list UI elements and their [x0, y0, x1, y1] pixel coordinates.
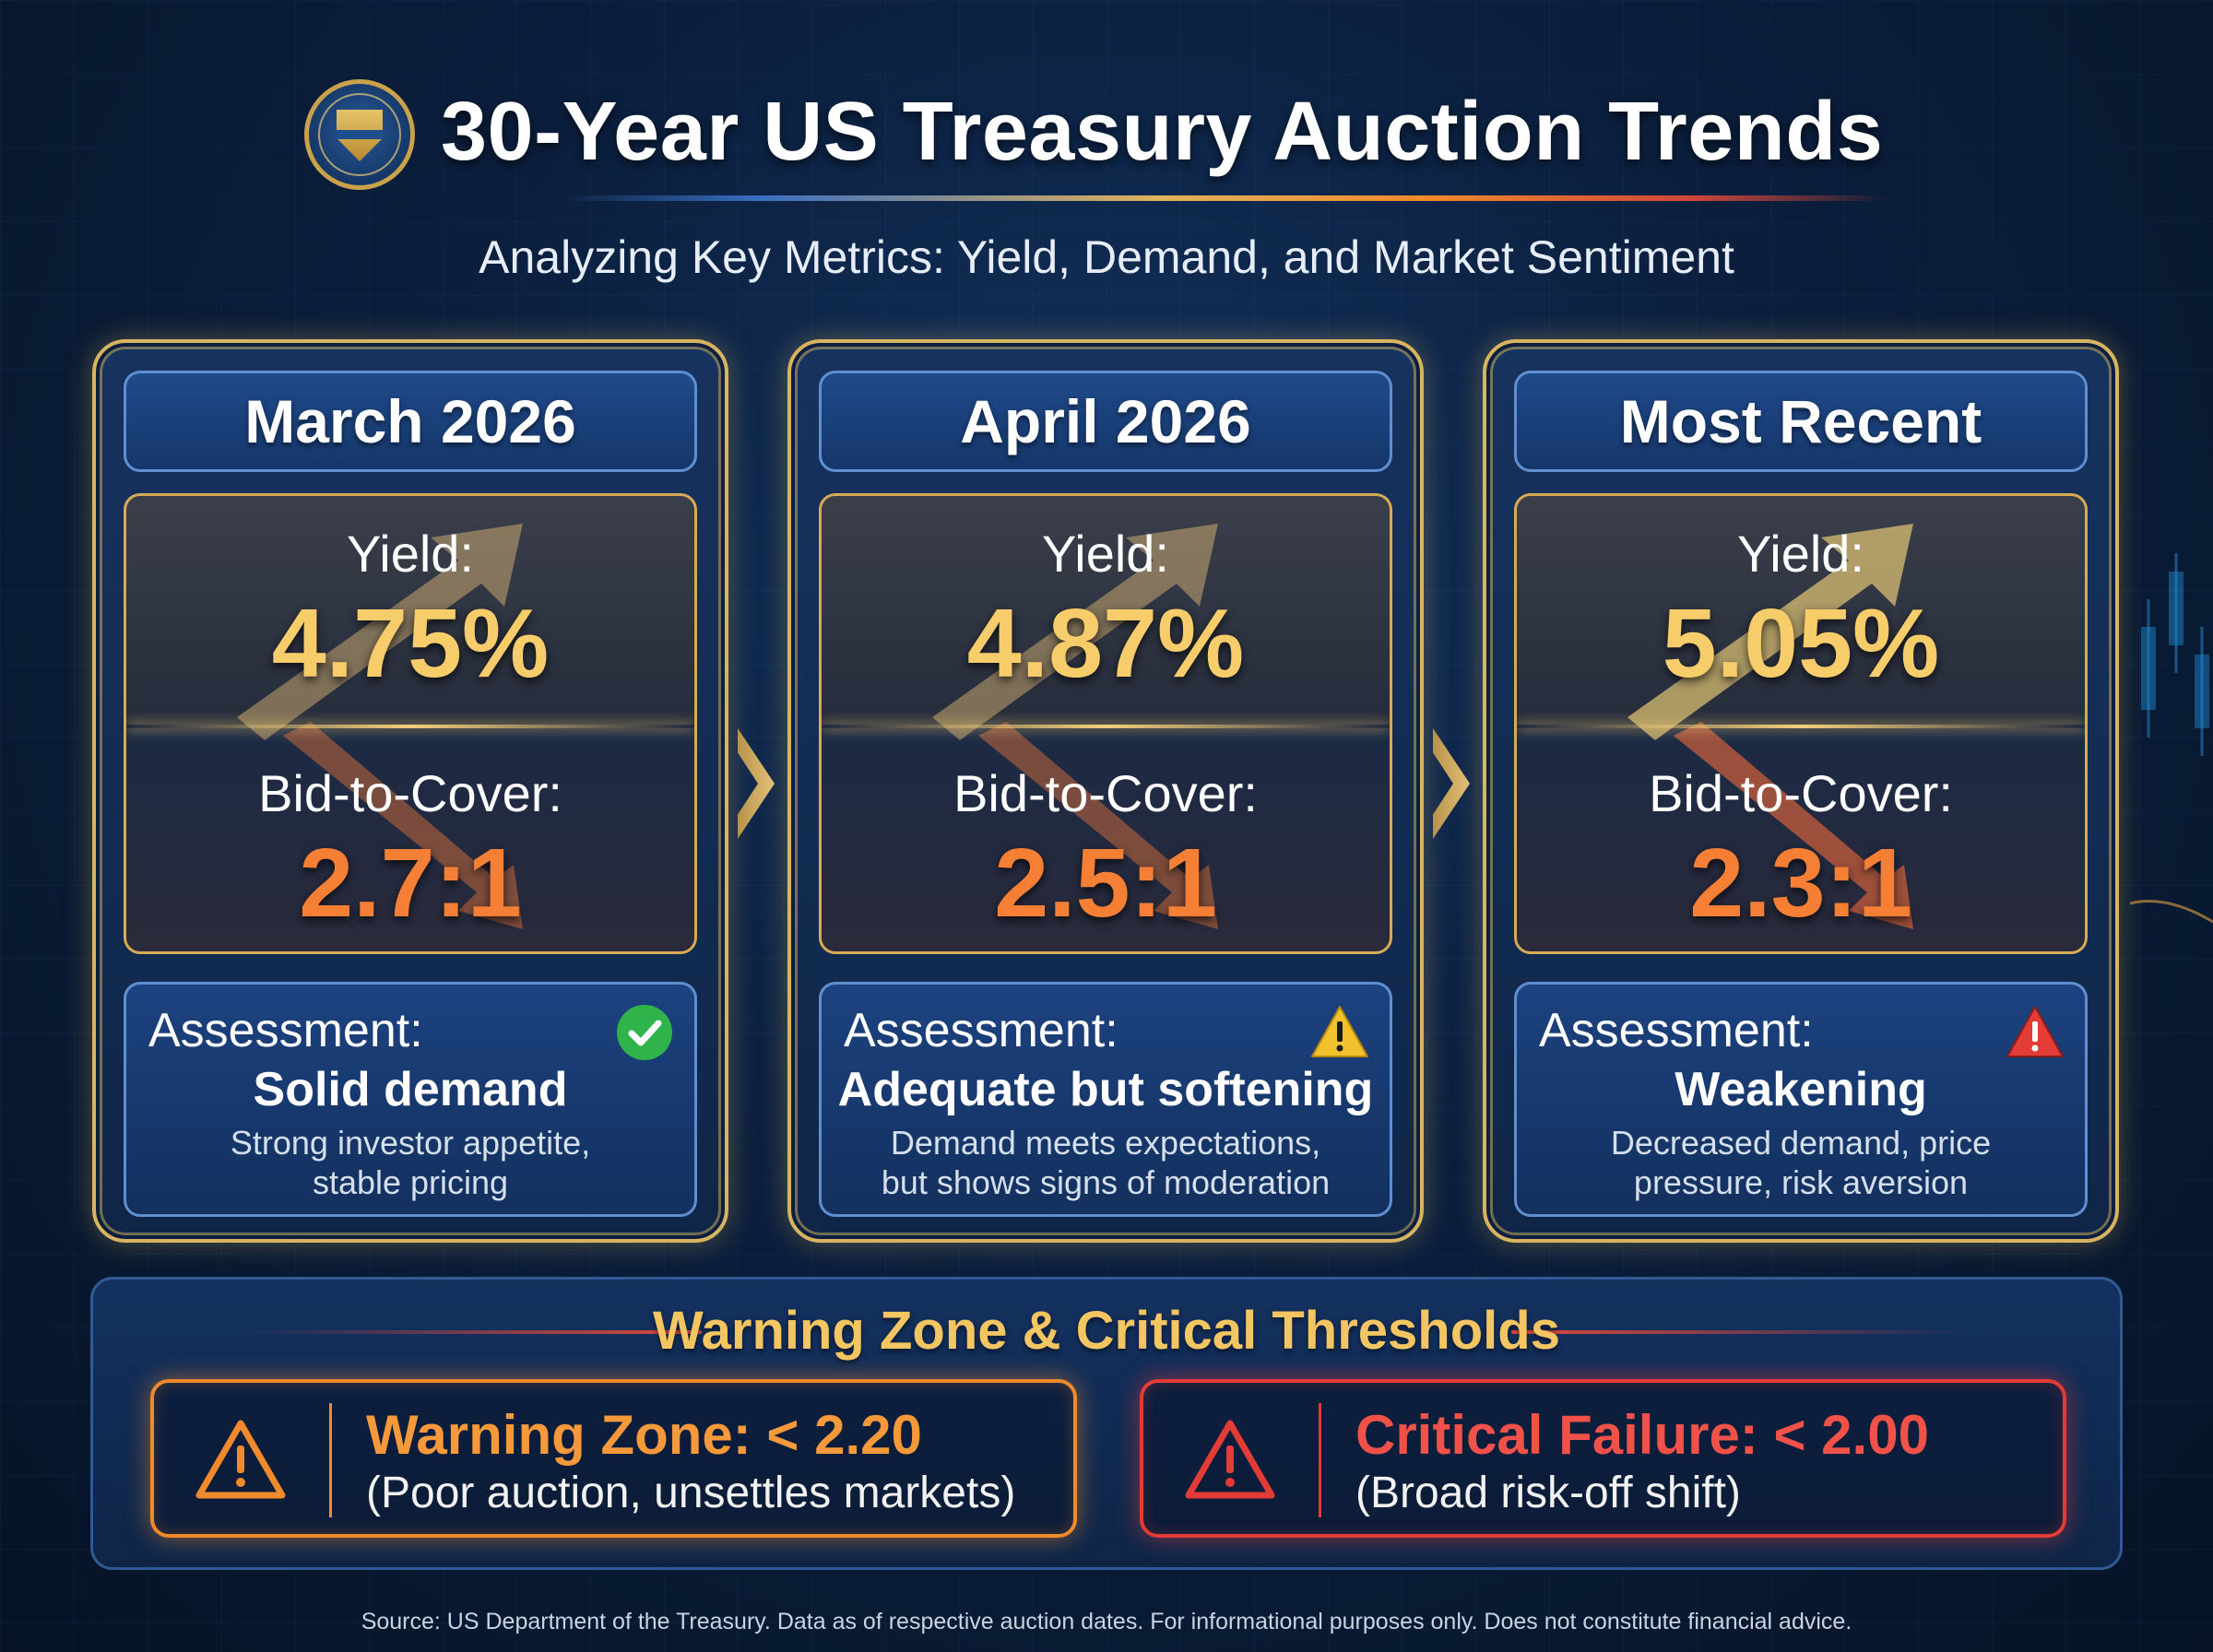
yield-value: 5.05%	[1662, 589, 1940, 698]
assessment-panel: Assessment: Weakening Decreased demand, …	[1514, 982, 2088, 1217]
yield-label: Yield:	[1736, 525, 1864, 583]
critical-failure-box: Critical Failure: < 2.00 (Broad risk-off…	[1140, 1379, 2066, 1538]
page-title: 30-Year US Treasury Auction Trends	[441, 86, 1884, 178]
warning-zone-box: Warning Zone: < 2.20 (Poor auction, unse…	[150, 1379, 1077, 1538]
check-circle-icon	[617, 1005, 672, 1060]
candlestick-decoration	[2130, 553, 2213, 924]
assessment-description: Demand meets expectations, but shows sign…	[881, 1124, 1331, 1201]
critical-failure-description: (Broad risk-off shift)	[1355, 1469, 1741, 1517]
card-period-title: Most Recent	[1514, 371, 2088, 472]
header: 30-Year US Treasury Auction Trends	[0, 74, 2213, 203]
warning-triangle-icon	[1311, 1006, 1368, 1057]
trend-arrows-icon	[932, 524, 1218, 929]
yield-value: 4.75%	[271, 589, 550, 698]
thresholds-panel: Warning Zone & Critical Thresholds Warni…	[90, 1277, 2123, 1570]
warning-zone-description: (Poor auction, unsettles markets)	[366, 1469, 1016, 1517]
assessment-verdict: Solid demand	[253, 1063, 568, 1116]
yield-label: Yield:	[1041, 525, 1169, 583]
title-underline	[562, 195, 1890, 201]
bid-to-cover-label: Bid-to-Cover:	[953, 764, 1258, 822]
alert-triangle-icon	[1185, 1420, 1275, 1499]
assessment-verdict: Weakening	[1675, 1063, 1927, 1116]
yield-label: Yield:	[346, 525, 474, 583]
bid-to-cover-value: 2.7:1	[299, 829, 522, 938]
assessment-label: Assessment:	[844, 1004, 1118, 1057]
auction-card-march-2026: March 2026 Yield: 4.75% Bid-to-Cover: 2.…	[92, 339, 728, 1243]
bid-to-cover-label: Bid-to-Cover:	[258, 764, 562, 822]
yield-value: 4.87%	[966, 589, 1245, 698]
alert-triangle-icon	[2006, 1006, 2064, 1057]
chevron-right-icon	[1433, 728, 1470, 839]
metrics-panel: Yield: 4.87% Bid-to-Cover: 2.5:1	[819, 493, 1392, 954]
warning-triangle-icon	[195, 1420, 286, 1499]
critical-failure-heading: Critical Failure: < 2.00	[1355, 1404, 1929, 1466]
auction-card-april-2026: April 2026 Yield: 4.87% Bid-to-Cover: 2.…	[787, 339, 1424, 1243]
assessment-description: Decreased demand, price pressure, risk av…	[1610, 1124, 1992, 1201]
metrics-panel: Yield: 4.75% Bid-to-Cover: 2.7:1	[124, 493, 697, 954]
trend-arrows-icon	[1627, 524, 1913, 929]
title-rule-right	[1511, 1330, 1963, 1334]
source-footnote: Source: US Department of the Treasury. D…	[361, 1609, 1852, 1634]
bid-to-cover-label: Bid-to-Cover:	[1649, 764, 1953, 822]
auction-card-most-recent: Most Recent Yield: 5.05% Bid-to-Cover: 2…	[1483, 339, 2119, 1243]
page-subtitle: Analyzing Key Metrics: Yield, Demand, an…	[479, 231, 1734, 283]
trend-arrows-icon	[237, 524, 523, 929]
card-period-title: April 2026	[819, 371, 1392, 472]
separator	[329, 1403, 332, 1517]
assessment-label: Assessment:	[1539, 1004, 1814, 1057]
title-rule-left	[250, 1330, 702, 1334]
assessment-description: Strong investor appetite, stable pricing	[230, 1124, 591, 1201]
assessment-label: Assessment:	[148, 1004, 423, 1057]
bid-to-cover-value: 2.3:1	[1689, 829, 1912, 938]
thresholds-title: Warning Zone & Critical Thresholds	[653, 1301, 1560, 1361]
assessment-panel: Assessment: Solid demand Strong investor…	[124, 982, 697, 1217]
warning-zone-heading: Warning Zone: < 2.20	[366, 1404, 922, 1466]
chevron-right-icon	[738, 728, 775, 839]
separator	[1319, 1403, 1321, 1517]
assessment-panel: Assessment: Adequate but softening Deman…	[819, 982, 1392, 1217]
bid-to-cover-value: 2.5:1	[994, 829, 1217, 938]
card-period-title: March 2026	[124, 371, 697, 472]
treasury-seal-icon	[304, 79, 415, 190]
metrics-panel: Yield: 5.05% Bid-to-Cover: 2.3:1	[1514, 493, 2088, 954]
assessment-verdict: Adequate but softening	[837, 1063, 1374, 1116]
